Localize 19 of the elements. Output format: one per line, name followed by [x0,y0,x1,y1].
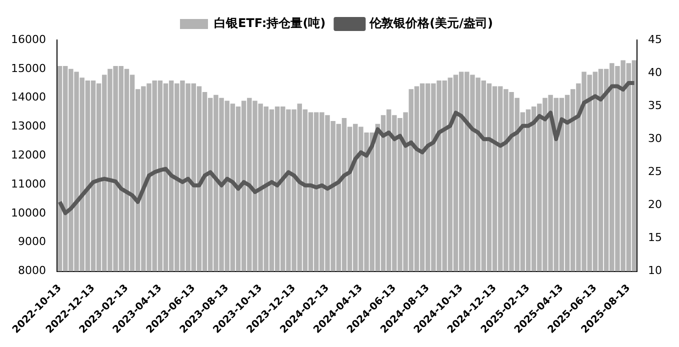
y2-tick-label: 20 [648,198,662,212]
legend-label: 白银ETF:持仓量(吨) [214,16,326,30]
y-tick-label: 12000 [10,148,46,162]
y2-tick-label: 40 [648,66,662,79]
y2-tick-label: 30 [648,132,662,145]
y2-tick-label: 25 [648,165,662,178]
y-tick-label: 16000 [10,32,46,46]
y-tick-label: 13000 [10,120,46,133]
y-tick-label: 9000 [18,235,46,248]
y-tick-label: 15000 [10,62,46,75]
y-tick-label: 8000 [18,264,46,278]
y2-tick-label: 45 [648,32,662,46]
y2-tick-label: 35 [648,98,662,112]
legend-label: 伦敦银价格(美元/盎司) [368,16,494,30]
y-tick-label: 14000 [10,90,46,104]
y-tick-label: 11000 [10,177,46,190]
y-tick-label: 10000 [10,206,46,220]
y2-tick-label: 10 [648,264,662,278]
y2-tick-label: 15 [648,231,662,244]
